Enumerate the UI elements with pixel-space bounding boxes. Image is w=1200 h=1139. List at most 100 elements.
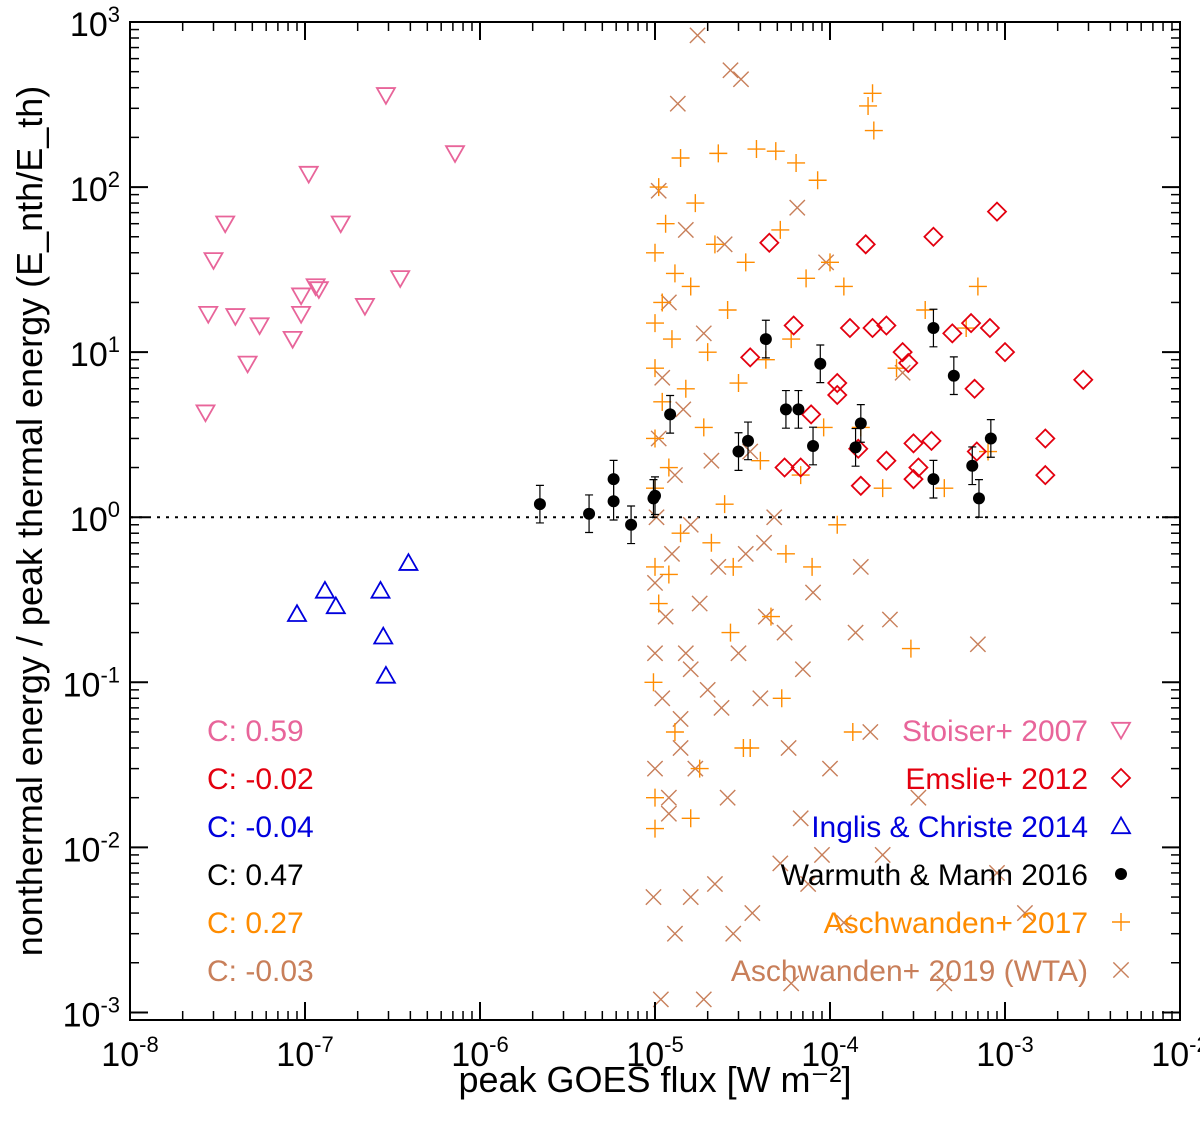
legend-marker — [1110, 721, 1132, 741]
data-point — [994, 341, 1016, 363]
data-point — [354, 298, 376, 317]
legend-marker — [1115, 868, 1127, 880]
data-point — [699, 681, 716, 698]
series-emslie-2012 — [739, 201, 1094, 497]
data-point — [646, 557, 664, 576]
data-point — [325, 595, 347, 615]
series-inglis-christe-2014 — [286, 552, 419, 684]
data-point — [1072, 369, 1094, 391]
data-point — [876, 315, 897, 336]
data-point — [682, 516, 699, 533]
data-point — [646, 429, 664, 448]
data-point — [676, 379, 695, 398]
data-point — [776, 544, 795, 563]
data-point — [646, 314, 664, 333]
data-point — [780, 739, 797, 757]
x-tick-label: 10-7 — [276, 1032, 333, 1074]
data-point — [194, 404, 217, 424]
data-point — [660, 789, 678, 806]
data-point — [834, 277, 853, 296]
data-point — [839, 317, 861, 339]
data-point — [789, 199, 806, 216]
data-point — [966, 441, 988, 462]
data-point — [759, 232, 780, 254]
data-point — [791, 466, 810, 485]
legend-marker — [1112, 961, 1130, 979]
data-point — [444, 145, 466, 164]
x-axis-label: peak GOES flux [W m⁻²] — [458, 1059, 851, 1100]
data-point — [942, 323, 963, 344]
data-point — [772, 855, 789, 872]
data-point — [921, 430, 942, 452]
legend-label: Warmuth & Mann 2016 — [781, 859, 1088, 892]
data-point — [308, 281, 330, 300]
series-warmuth-mann-2016 — [533, 308, 997, 545]
data-point — [960, 312, 982, 334]
data-point — [847, 624, 864, 641]
data-point — [665, 722, 684, 741]
data-point — [936, 975, 953, 992]
data-point — [855, 234, 876, 255]
y-tick-label: 10-1 — [63, 662, 120, 704]
data-point — [702, 533, 721, 552]
data-point — [732, 71, 750, 88]
data-point — [927, 322, 940, 335]
data-point — [747, 140, 766, 159]
data-point — [716, 236, 733, 253]
correlation-values: C: 0.59 C: -0.02 C: -0.04 C: 0.47 C: 0.27 C: … — [207, 715, 314, 988]
data-point — [966, 459, 979, 472]
data-point — [649, 178, 668, 197]
x-tick-label: 10-5 — [626, 1032, 683, 1074]
data-point — [759, 333, 772, 346]
legend-marker — [1112, 913, 1130, 931]
y-tick-label: 10-3 — [63, 992, 120, 1034]
data-point — [927, 473, 940, 486]
data-point — [653, 293, 672, 312]
data-point — [677, 221, 694, 239]
data-point — [202, 252, 225, 271]
data-point — [666, 466, 684, 484]
data-point — [646, 243, 664, 262]
data-point — [710, 558, 727, 576]
data-point — [792, 810, 809, 827]
data-point — [776, 624, 793, 641]
data-point — [1035, 464, 1056, 486]
data-point — [659, 458, 678, 477]
data-point — [881, 611, 899, 628]
data-point — [646, 645, 664, 662]
data-point — [666, 925, 684, 942]
data-point — [730, 645, 747, 662]
data-point — [214, 215, 236, 235]
data-point — [751, 451, 770, 470]
data-point — [286, 603, 308, 622]
data-point — [671, 524, 690, 543]
data-point — [695, 991, 712, 1008]
data-point — [671, 149, 690, 168]
data-point — [657, 608, 674, 625]
legend-marker — [1110, 767, 1132, 789]
data-point — [903, 433, 924, 454]
data-point — [863, 84, 882, 103]
data-point — [988, 864, 1006, 882]
data-point — [709, 144, 728, 163]
series-stoiser-2007 — [194, 87, 466, 424]
data-point — [897, 352, 919, 374]
data-point — [681, 277, 700, 296]
data-point — [397, 552, 419, 571]
correlation-label: C: -0.03 — [207, 955, 314, 988]
data-point — [645, 888, 662, 906]
x-tick-label: 10-8 — [101, 1032, 158, 1074]
data-point — [814, 418, 833, 437]
data-point — [874, 846, 891, 864]
data-point — [649, 489, 661, 502]
data-point — [662, 330, 681, 349]
data-point — [646, 760, 664, 777]
data-point — [686, 194, 705, 213]
data-point — [737, 545, 754, 562]
data-point — [314, 580, 336, 599]
data-point — [739, 347, 761, 368]
data-point — [719, 789, 736, 806]
data-point — [984, 432, 997, 445]
data-point — [854, 417, 867, 430]
data-point — [787, 153, 806, 172]
